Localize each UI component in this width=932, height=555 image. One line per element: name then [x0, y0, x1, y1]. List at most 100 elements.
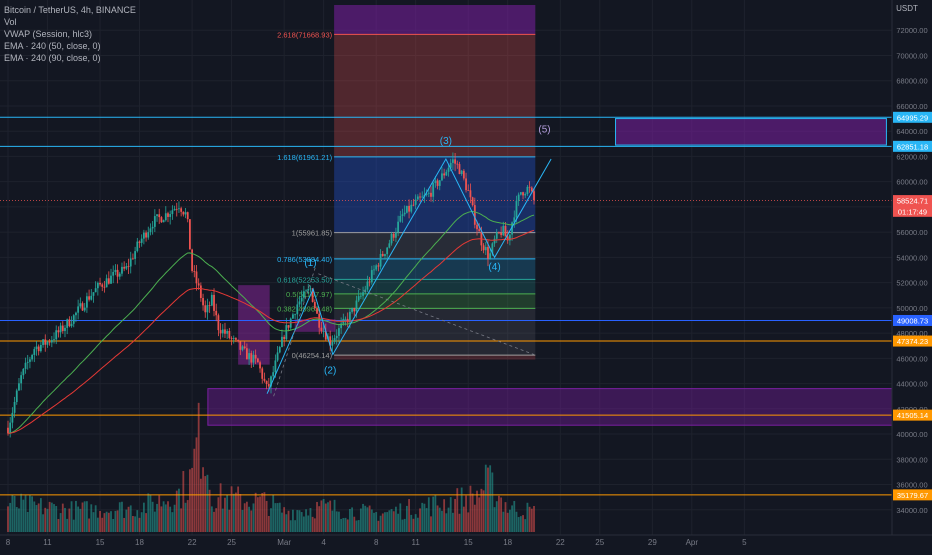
- volume-bar: [169, 506, 172, 532]
- volume-bar: [193, 448, 196, 532]
- candle-body: [425, 193, 428, 195]
- candle-body: [384, 254, 386, 256]
- legend-vol[interactable]: Vol: [4, 17, 17, 27]
- currency-label: USDT: [896, 4, 918, 13]
- candle-body: [305, 290, 307, 292]
- volume-bar: [83, 501, 86, 532]
- candle-body: [263, 378, 266, 381]
- legend-vwap[interactable]: VWAP (Session, hlc3): [4, 29, 93, 39]
- candle-body: [208, 305, 211, 306]
- demand-zone[interactable]: [207, 388, 893, 426]
- candle-body: [173, 208, 176, 211]
- candle-body: [412, 204, 415, 206]
- candle-body: [219, 330, 222, 334]
- volume-bar: [149, 494, 152, 532]
- volume-bar: [7, 506, 9, 532]
- symbol-title[interactable]: Bitcoin / TetherUS, 4h, BINANCE: [4, 5, 136, 15]
- candle-body: [274, 360, 277, 373]
- candle-body: [29, 359, 31, 362]
- volume-bar: [265, 500, 268, 532]
- volume-bar: [338, 511, 340, 532]
- last-price-tag-bg: [893, 195, 932, 207]
- candle-body: [482, 245, 485, 251]
- volume-bar: [123, 517, 126, 532]
- countdown-tag: 01:17:49: [898, 207, 927, 216]
- volume-bar: [462, 506, 465, 532]
- volume-bar: [381, 513, 384, 532]
- candle-body: [515, 200, 518, 218]
- volume-bar: [416, 517, 419, 532]
- candle-body: [340, 323, 343, 329]
- volume-bar: [77, 506, 80, 532]
- countdown-tag-bg: [893, 205, 932, 217]
- volume-bar: [375, 512, 378, 532]
- x-tick-label: 29: [648, 538, 657, 547]
- candle-body: [447, 167, 450, 172]
- volume-bar: [349, 509, 351, 532]
- x-tick-label: 15: [464, 538, 473, 547]
- legend-ema-90[interactable]: EMA · 240 (90, close, 0): [4, 53, 101, 63]
- volume-bar: [298, 510, 301, 532]
- volume-bar: [320, 500, 323, 532]
- candle-body: [13, 402, 16, 413]
- volume-bar: [373, 512, 375, 532]
- candle-body: [259, 362, 261, 369]
- candle-body: [94, 288, 97, 293]
- fib-band: [334, 156, 536, 233]
- candle-body: [373, 269, 375, 271]
- fib-band: [334, 258, 536, 280]
- candle-body: [452, 159, 454, 163]
- candle-body: [184, 212, 187, 215]
- candle-body: [296, 304, 299, 315]
- volume-bar: [309, 508, 312, 532]
- fib-band: [334, 355, 536, 360]
- candle-body: [357, 296, 360, 301]
- candle-body: [471, 197, 474, 206]
- volume-bar: [202, 467, 204, 532]
- volume-bar: [355, 520, 358, 532]
- x-tick-label: 18: [503, 538, 512, 547]
- x-tick-label: 8: [6, 538, 11, 547]
- candle-body: [438, 180, 441, 186]
- candle-body: [473, 205, 476, 225]
- volume-bar: [270, 508, 272, 532]
- candle-body: [276, 352, 279, 361]
- candle-body: [252, 354, 255, 363]
- volume-bar: [184, 502, 187, 532]
- candle-body: [35, 346, 38, 350]
- volume-bar: [107, 512, 110, 532]
- x-tick-label: 15: [96, 538, 105, 547]
- candle-body: [294, 314, 297, 316]
- candle-body: [239, 341, 242, 350]
- volume-bar: [412, 518, 415, 532]
- volume-bar: [261, 492, 264, 532]
- candle-body: [151, 226, 154, 229]
- candle-body: [346, 318, 349, 323]
- candle-body: [430, 192, 432, 197]
- candle-body: [408, 205, 410, 212]
- volume-bar: [164, 504, 167, 532]
- candle-body: [107, 278, 110, 284]
- legend-ema-50[interactable]: EMA · 240 (50, close, 0): [4, 41, 101, 51]
- volume-bar: [221, 508, 224, 532]
- candle-body: [204, 305, 207, 313]
- volume-bar: [145, 513, 147, 532]
- volume-bar: [300, 512, 303, 532]
- fib-band: [334, 293, 536, 309]
- y-tick-label: 50000.00: [896, 304, 927, 313]
- candle-body: [59, 325, 62, 333]
- volume-bar: [493, 507, 496, 532]
- candle-body: [105, 278, 108, 288]
- candle-body: [508, 234, 511, 241]
- candle-body: [86, 296, 88, 308]
- volume-bar: [210, 506, 213, 532]
- candle-body: [528, 186, 531, 188]
- candle-body: [480, 231, 483, 246]
- candle-body: [72, 315, 75, 324]
- target-zone[interactable]: [615, 118, 887, 146]
- candle-body: [353, 307, 356, 312]
- volume-bar: [311, 516, 314, 532]
- candle-body: [366, 281, 369, 290]
